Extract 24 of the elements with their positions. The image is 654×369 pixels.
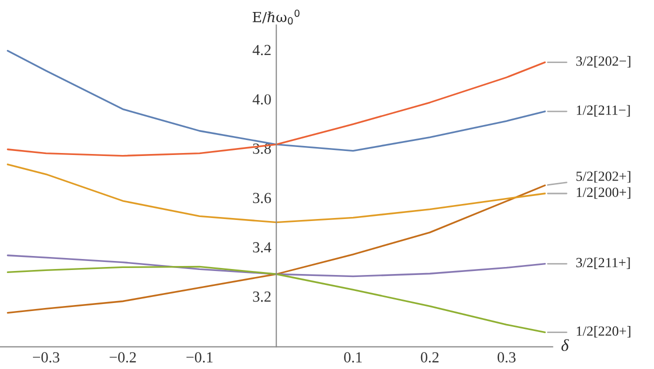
x-tick-label: −0.1 xyxy=(186,352,212,363)
y-tick-label: 4.0 xyxy=(252,94,271,105)
x-tick-label: −0.2 xyxy=(110,352,136,363)
x-tick-label: 0.2 xyxy=(420,352,439,363)
x-axis-title: δ xyxy=(561,339,569,352)
text: 3/2[211+] xyxy=(576,257,630,269)
line-series xyxy=(6,254,546,278)
text: 5/2[202+] xyxy=(576,171,630,183)
text: 1/2[220+] xyxy=(576,326,630,338)
text: 1/2[200+] xyxy=(576,187,630,199)
x-tick-label: −0.3 xyxy=(32,352,60,363)
line-series xyxy=(6,184,546,314)
x-tick-label: 0.3 xyxy=(498,352,516,363)
x-tick-label: 0.1 xyxy=(344,352,362,363)
line-series xyxy=(6,61,546,157)
y-axis-title: E/ℏω$_{0}$$^{0}$ xyxy=(252,10,300,25)
line-series xyxy=(6,266,546,334)
text: 3/2[202−] xyxy=(576,56,630,68)
y-tick-label: 3.4 xyxy=(253,242,272,253)
text: 1/2[211−] xyxy=(576,105,630,117)
line-series xyxy=(6,164,546,224)
y-tick-label: 3.6 xyxy=(253,192,271,204)
y-tick-label: 4.2 xyxy=(252,44,271,56)
y-tick-label: 3.2 xyxy=(253,292,271,302)
